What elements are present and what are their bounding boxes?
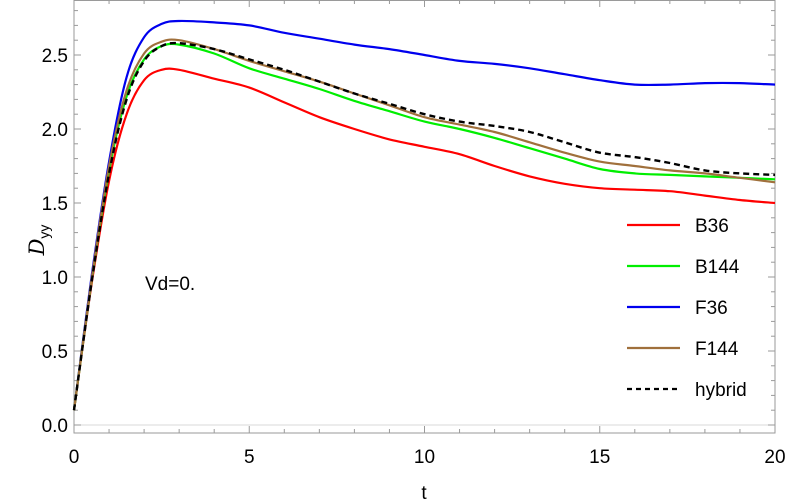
y-tick-label: 1.5 — [42, 194, 68, 215]
y-tick-label: 2.5 — [42, 46, 68, 67]
y-axis-label-main: D — [25, 238, 49, 256]
x-tick-label: 0 — [69, 447, 80, 468]
legend-item-b144: B144 — [627, 257, 740, 278]
plot-border — [73, 0, 776, 434]
legend: B36 B144 F36 F144 hybrid — [627, 216, 747, 401]
data-series — [72, 19, 776, 411]
y-axis-label-subscript: yy — [36, 225, 52, 239]
annotation-vd: Vd=0. — [145, 274, 195, 295]
y-tick-label: 0.5 — [42, 342, 68, 363]
legend-label: F144 — [695, 339, 739, 360]
legend-label: B144 — [695, 257, 740, 278]
series-f36 — [72, 19, 776, 411]
legend-item-b36: B36 — [627, 216, 729, 237]
y-axis-label: Dyy — [25, 225, 52, 257]
axis-ticks — [73, 0, 776, 433]
plot-frame — [73, 0, 776, 434]
x-tick-label: 20 — [764, 447, 785, 468]
legend-label: F36 — [695, 298, 728, 319]
legend-label: hybrid — [695, 380, 747, 401]
legend-label: B36 — [695, 216, 729, 237]
legend-item-f144: F144 — [627, 339, 739, 360]
x-tick-label: 10 — [414, 447, 435, 468]
series-b144 — [72, 42, 776, 411]
y-tick-label: 1.0 — [42, 268, 68, 289]
x-tick-label: 15 — [589, 447, 610, 468]
y-tick-label: 0.0 — [42, 416, 68, 437]
x-axis-label: t — [421, 483, 427, 504]
legend-item-hybrid: hybrid — [627, 380, 747, 401]
tick-labels: 0 5 10 15 20 0.0 0.5 1.0 1.5 2.0 2.5 — [42, 46, 786, 468]
x-tick-label: 5 — [244, 447, 255, 468]
series-b36 — [72, 67, 776, 411]
y-tick-label: 2.0 — [42, 120, 68, 141]
series-hybrid — [72, 41, 776, 411]
legend-item-f36: F36 — [627, 298, 728, 319]
svg-text:Dyy: Dyy — [25, 225, 52, 257]
